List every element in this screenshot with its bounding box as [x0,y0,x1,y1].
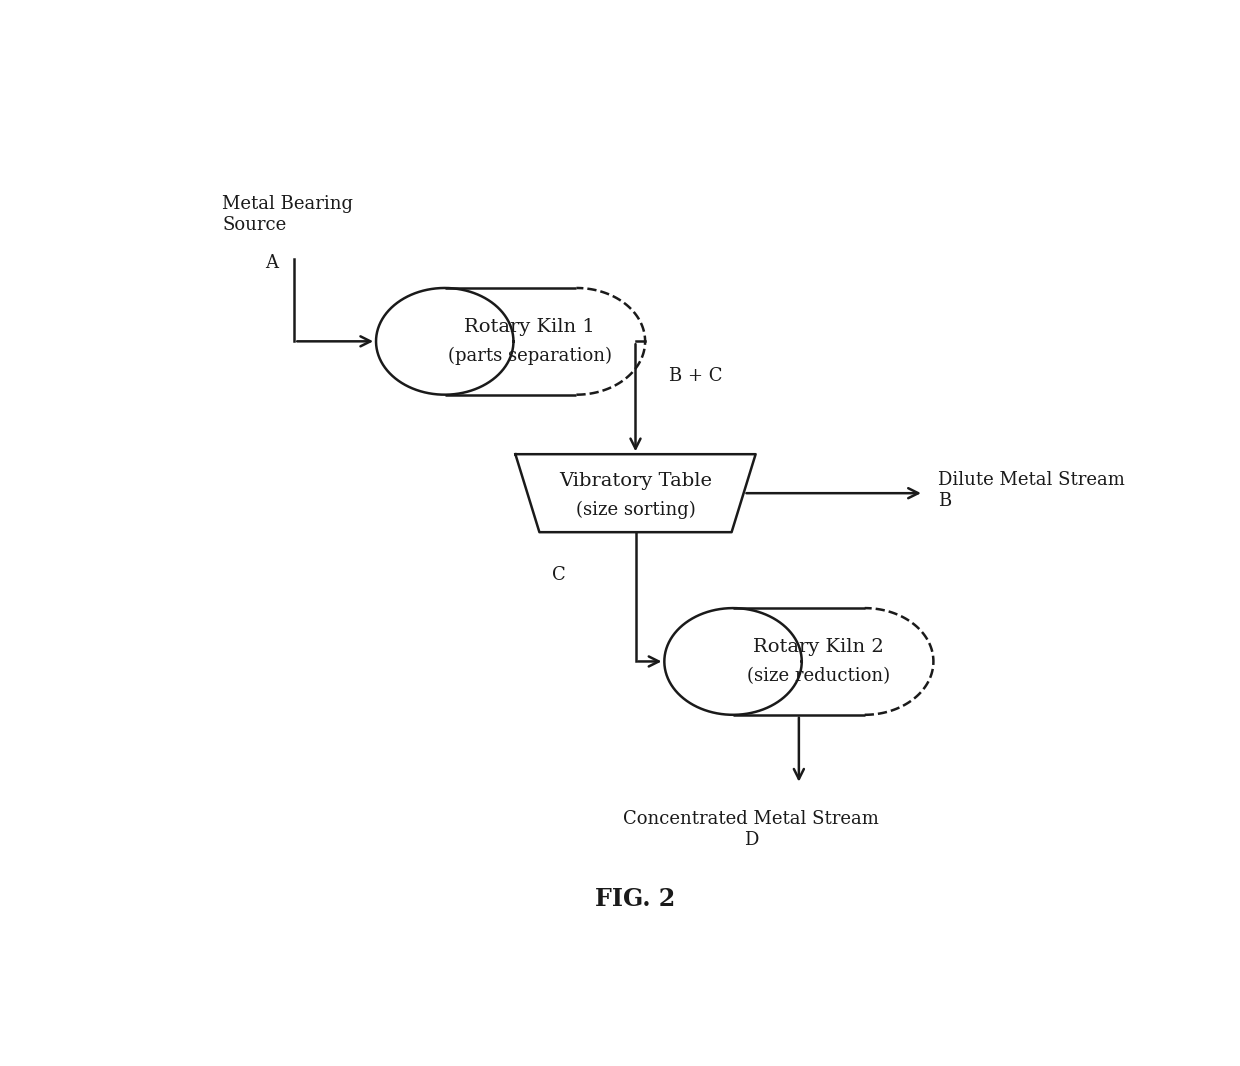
Text: Dilute Metal Stream
B: Dilute Metal Stream B [939,471,1125,511]
Text: FIG. 2: FIG. 2 [595,888,676,911]
Text: Vibratory Table: Vibratory Table [559,472,712,490]
Text: Metal Bearing
Source: Metal Bearing Source [222,195,353,233]
Text: B + C: B + C [670,367,723,385]
Text: (parts separation): (parts separation) [448,346,611,366]
Text: C: C [552,566,565,584]
Text: (size sorting): (size sorting) [575,500,696,519]
Text: A: A [265,255,279,272]
Text: Rotary Kiln 2: Rotary Kiln 2 [753,637,883,656]
Text: Concentrated Metal Stream
D: Concentrated Metal Stream D [622,810,879,850]
Text: Rotary Kiln 1: Rotary Kiln 1 [465,318,595,336]
Text: (size reduction): (size reduction) [746,667,889,685]
